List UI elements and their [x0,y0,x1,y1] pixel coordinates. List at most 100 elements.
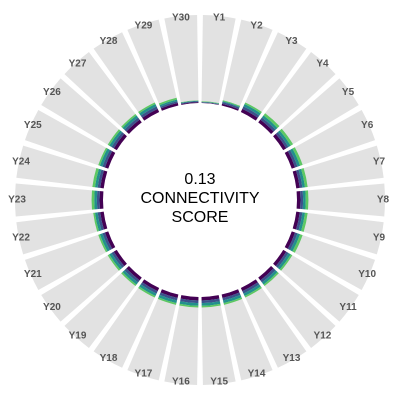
background-sector [164,295,199,385]
bar-segment [263,272,279,287]
bar-segment [180,101,199,104]
bar-segment [273,249,287,267]
category-label: Y1 [213,13,226,24]
bar-segment [159,292,178,301]
bar-segment [98,147,108,166]
bar-segment [244,286,262,298]
bar-segment [222,292,241,301]
bar-segment [91,190,95,210]
background-sector [41,249,127,322]
category-label: Y13 [283,353,301,364]
bar-segment [243,284,261,296]
bar-segment [122,270,139,285]
bar-segment [222,102,240,110]
bar-segment [140,282,158,294]
category-label: Y28 [100,36,118,47]
bar-segment [139,284,157,296]
category-label: Y11 [339,302,357,313]
bar-segment [180,295,199,301]
bar-segment [121,272,137,287]
bar-segment [138,286,156,298]
center-text: CONNECTIVITY [140,190,259,207]
bar-segment [111,251,125,268]
bar-segment [300,190,304,210]
category-label: Y17 [135,369,153,380]
bar-segment [240,279,258,292]
category-label: Y12 [314,331,332,342]
center-text: SCORE [172,209,229,226]
bar-segment [296,212,303,231]
bar-segment [261,270,278,285]
bar-segment [109,130,123,148]
bar-segment [122,115,139,130]
bar-segment [142,279,160,292]
category-label: Y27 [69,59,87,70]
bar-segment [180,100,199,104]
bar-segment [160,102,179,111]
center-value: 0.13 [184,171,215,188]
bar-segment [124,268,140,283]
bar-segment [94,190,98,210]
bar-segment [279,128,294,146]
background-sector [93,279,160,368]
bar-segment [94,212,102,232]
category-label: Y29 [135,21,153,32]
bar-segment [222,101,240,108]
category-label: Y24 [12,157,30,168]
bar-segment [244,102,262,114]
bar-segment [159,99,178,107]
bar-segment [121,113,137,128]
background-sector [240,279,307,368]
bar-segment [222,100,241,107]
bar-segment [99,233,110,252]
category-label: Y20 [43,302,61,313]
bar-segment [102,232,113,251]
bar-segment [100,211,108,230]
background-sector [221,289,273,381]
bar-segment [104,231,116,249]
background-sector [41,78,127,151]
bar-segment [242,282,260,294]
background-sector [201,295,236,385]
bar-segment [296,169,303,188]
background-sector [16,145,108,189]
background-sector [296,183,385,217]
background-sector [273,249,359,322]
bar-segment [201,101,219,104]
category-label: Y5 [342,87,355,98]
category-label: Y26 [43,87,61,98]
bar-segment [107,129,121,146]
bar-segment [113,133,127,151]
bar-segment [296,191,301,209]
bar-segment [298,212,306,232]
bar-segment [287,232,298,251]
bar-segment [181,102,199,105]
bar-segment [99,148,110,167]
bar-segment [124,117,140,132]
background-sector [292,211,384,255]
background-sector [164,15,199,105]
category-label: Y21 [24,269,42,280]
category-label: Y15 [210,377,228,388]
background-sector [127,289,179,381]
bar-segment [92,168,99,188]
background-sector [127,19,179,111]
bar-segment [107,254,121,271]
bar-segment [275,251,289,268]
category-label: Y8 [377,195,390,206]
bar-segment [258,266,274,281]
category-label: Y2 [250,21,263,32]
background-sector [240,32,307,121]
bar-segment [292,170,300,189]
bar-segment [158,97,177,106]
bar-segment [302,190,306,210]
bar-segment [109,252,123,270]
bar-segment [158,294,177,304]
background-sector [273,78,359,151]
bar-segment [292,234,303,253]
category-label: Y19 [69,331,87,342]
bar-segment [290,233,301,252]
bar-segment [273,133,287,151]
background-sector [93,32,160,121]
